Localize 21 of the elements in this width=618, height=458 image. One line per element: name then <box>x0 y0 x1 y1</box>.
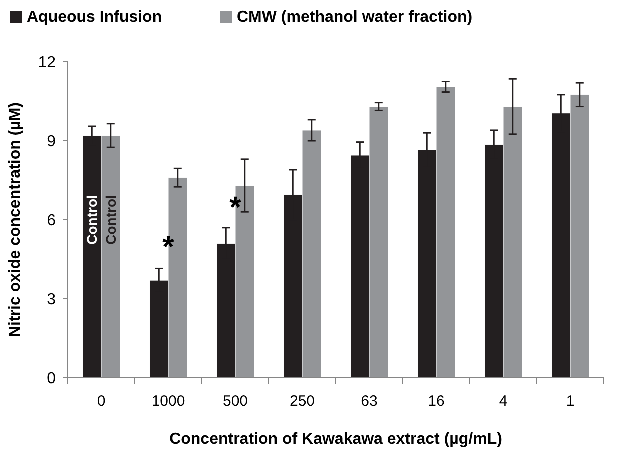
x-tick-label: 0 <box>97 393 106 410</box>
y-tick-label: 9 <box>47 134 56 151</box>
y-tick-label: 12 <box>38 54 56 72</box>
x-tick-label: 500 <box>222 393 248 410</box>
x-tick-label: 1000 <box>152 393 186 410</box>
y-tick-label: 6 <box>47 212 56 230</box>
x-tick-label: 4 <box>499 393 508 410</box>
x-tick-label: 1 <box>566 393 575 410</box>
y-axis-title: Nitric oxide concentration (µM) <box>7 102 24 338</box>
x-axis-title: Concentration of Kawakawa extract (µg/mL) <box>170 431 502 448</box>
annotation: * <box>230 191 242 224</box>
y-tick-label: 0 <box>47 370 56 388</box>
x-tick-label: 250 <box>290 393 316 410</box>
x-tick-label: 63 <box>361 393 378 410</box>
legend-label: CMW (methanol water fraction) <box>237 9 473 26</box>
y-tick-label: 3 <box>47 292 56 309</box>
annotation: Control <box>102 195 119 245</box>
legend-label: Aqueous Infusion <box>27 9 162 26</box>
annotation: Control <box>84 195 100 245</box>
x-tick-label: 16 <box>428 393 445 410</box>
annotation: * <box>162 230 175 264</box>
